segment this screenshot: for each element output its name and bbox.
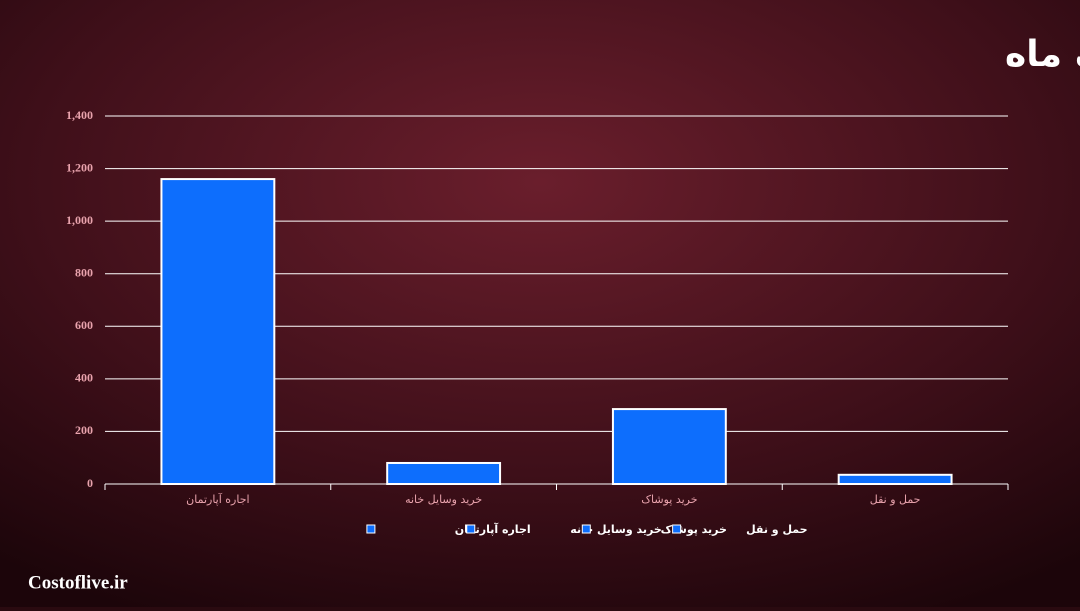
legend-swatch [672,524,682,534]
bar [611,408,727,486]
y-tick-label: 1,000 [66,213,93,227]
y-tick-label: 200 [75,423,93,437]
x-tick-label: حمل و نقل [870,493,921,506]
y-tick-label: 600 [75,318,93,332]
x-tick-label: اجاره آپارتمان [186,492,249,506]
bar [386,461,502,486]
y-tick-label: 400 [75,371,93,385]
bar [160,178,276,485]
legend-label: اجاره آپارتمان [455,522,531,536]
y-tick-label: 1,400 [66,108,93,122]
legend-swatch [466,524,476,534]
y-tick-label: 1,200 [66,160,93,174]
watermark: Costoflive.ir [28,572,128,593]
y-tick-label: 800 [75,265,93,279]
legend-label: حمل و نقل [746,523,807,536]
chart-title: کلیات هزینه ها برای یک ماه [1005,34,1080,75]
legend-swatch [581,524,591,534]
bar [837,473,953,485]
y-tick-label: 0 [87,476,93,490]
legend-label: خرید وسایل خانه [570,523,662,536]
legend-label: خرید پوشاک [661,523,727,536]
legend-swatch [366,524,376,534]
x-tick-label: خرید وسایل خانه [405,493,482,506]
x-tick-label: خرید پوشاک [641,493,697,506]
